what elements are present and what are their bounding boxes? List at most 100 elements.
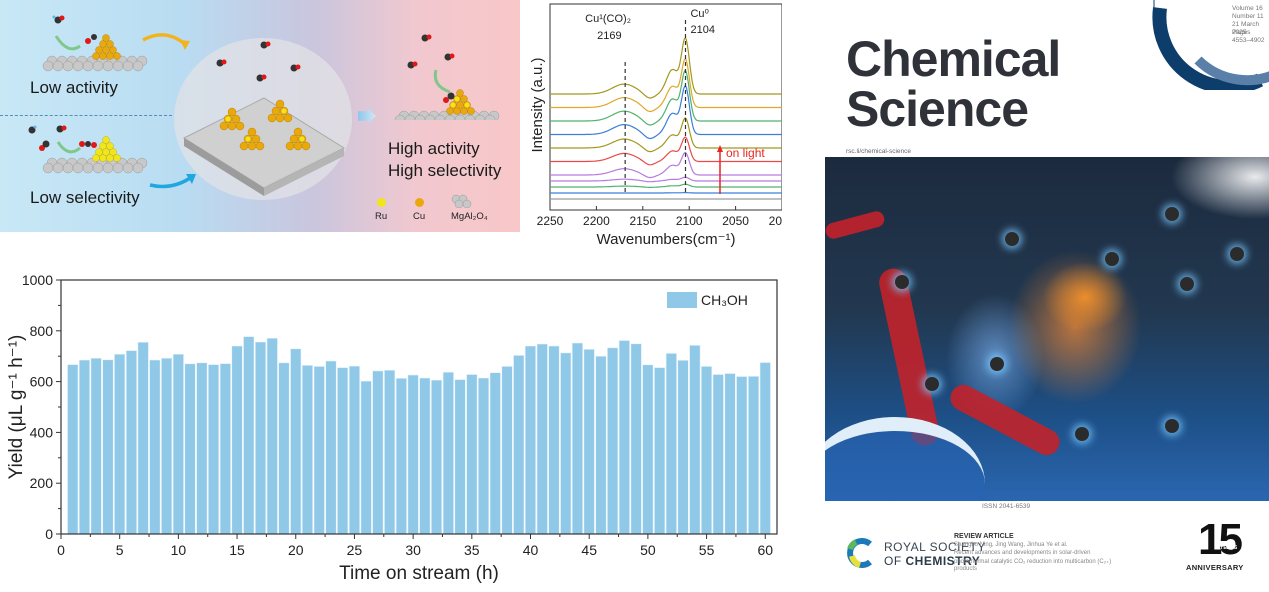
green-arrow-icon bbox=[58, 142, 80, 152]
bar bbox=[68, 365, 79, 534]
x-tick-label: 60 bbox=[757, 542, 773, 558]
bar bbox=[678, 360, 689, 534]
bar bbox=[220, 364, 231, 534]
cu-legend-label: Cu bbox=[413, 211, 425, 222]
catalyst-circle bbox=[174, 38, 352, 200]
y-axis-label: Intensity (a.u.) bbox=[529, 57, 546, 152]
dashed-divider bbox=[0, 115, 172, 116]
cover-number: Number 11 bbox=[1232, 13, 1264, 21]
bar bbox=[79, 360, 90, 534]
bar bbox=[244, 337, 255, 534]
review-authors: Shangbo Ning, Jing Wang, Jinhua Ye et al… bbox=[954, 542, 1068, 548]
bar bbox=[91, 358, 102, 534]
journal-cover: Volume 16 Number 11 21 March 2025 Pages … bbox=[820, 0, 1269, 587]
bar bbox=[631, 344, 642, 534]
bar bbox=[572, 343, 583, 534]
bar bbox=[666, 353, 677, 534]
bar bbox=[690, 345, 701, 534]
x-tick-label: 35 bbox=[464, 542, 480, 558]
anniversary-number: 15 bbox=[1198, 518, 1239, 562]
bar bbox=[396, 378, 407, 534]
ru-cluster-bottom-left bbox=[93, 137, 121, 162]
cover-artwork bbox=[825, 157, 1269, 501]
bar bbox=[654, 368, 665, 534]
red-ribbon bbox=[825, 210, 886, 241]
y-tick-label: 600 bbox=[30, 374, 54, 390]
y-tick-label: 400 bbox=[30, 424, 54, 440]
catalyst-surface bbox=[174, 38, 352, 200]
bar bbox=[713, 375, 724, 535]
bar bbox=[302, 365, 313, 534]
bar bbox=[431, 380, 442, 534]
bar bbox=[138, 342, 149, 534]
legend-label: CH₃OH bbox=[701, 292, 748, 308]
bar bbox=[643, 365, 654, 534]
x-axis-label: Wavenumbers(cm⁻¹) bbox=[596, 231, 735, 248]
bar bbox=[561, 353, 572, 534]
bar bbox=[525, 346, 536, 534]
ir-spectra-chart: 225022002150210020502000Wavenumbers(cm⁻¹… bbox=[520, 0, 782, 262]
x-tick-label: 20 bbox=[288, 542, 304, 558]
methanol-molecules-right bbox=[408, 35, 455, 69]
ru-legend-icon bbox=[377, 198, 386, 207]
x-tick-label: 10 bbox=[171, 542, 187, 558]
bar bbox=[478, 378, 489, 534]
review-title-line1: Recent advances and developments in sola… bbox=[954, 550, 1090, 556]
bar bbox=[349, 366, 360, 534]
support-legend-icon bbox=[450, 194, 472, 208]
green-arrow-icon bbox=[435, 70, 450, 92]
bar bbox=[150, 360, 161, 534]
review-title-line2: photothermal catalytic CO₂ reduction int… bbox=[954, 558, 1111, 565]
x-tick-label: 25 bbox=[347, 542, 363, 558]
anniversary-text: ANNIVERSARY bbox=[1186, 563, 1244, 572]
bar bbox=[314, 366, 325, 534]
molecule-icon bbox=[1165, 207, 1179, 221]
bar bbox=[619, 341, 630, 535]
bar bbox=[748, 376, 759, 534]
methane-molecule bbox=[29, 126, 37, 134]
bar bbox=[408, 375, 419, 534]
spectrum-line bbox=[550, 184, 782, 187]
review-heading: REVIEW ARTICLE bbox=[954, 533, 1014, 540]
bar bbox=[607, 348, 618, 534]
methanol-molecules bbox=[217, 42, 301, 82]
bar bbox=[337, 368, 348, 534]
spectrum-line bbox=[550, 59, 782, 112]
x-tick-label: 45 bbox=[581, 542, 597, 558]
y-tick-label: 1000 bbox=[22, 272, 53, 288]
spectrum-line bbox=[550, 177, 782, 181]
on-light-label: on light bbox=[726, 146, 765, 160]
bar bbox=[291, 349, 302, 534]
bar bbox=[537, 344, 548, 534]
cover-pages: Pages 4553–4902 bbox=[1232, 29, 1269, 45]
x-tick-label: 2100 bbox=[676, 214, 703, 228]
cu-legend-icon bbox=[415, 198, 424, 207]
bar bbox=[126, 351, 137, 534]
label-low-activity: Low activity bbox=[30, 78, 118, 98]
molecule-icon bbox=[1180, 277, 1194, 291]
bar bbox=[384, 370, 395, 534]
bar bbox=[701, 366, 712, 534]
bar bbox=[255, 342, 265, 534]
molecule-icon bbox=[1165, 419, 1179, 433]
methanol-molecule bbox=[53, 16, 65, 24]
label-low-selectivity: Low selectivity bbox=[30, 188, 140, 208]
scheme-right-graphics bbox=[380, 20, 520, 120]
bar bbox=[279, 363, 290, 534]
x-tick-label: 50 bbox=[640, 542, 656, 558]
bar bbox=[760, 363, 771, 535]
y-tick-label: 800 bbox=[30, 323, 54, 339]
bar bbox=[490, 373, 501, 534]
bar bbox=[373, 371, 384, 534]
review-title-line3: products bbox=[954, 566, 977, 572]
bar bbox=[161, 358, 172, 534]
bar bbox=[502, 366, 513, 534]
support-legend-label: MgAl₂O₄ bbox=[451, 211, 488, 222]
x-tick-label: 40 bbox=[523, 542, 539, 558]
cover-url: rsc.li/chemical-science bbox=[846, 148, 911, 155]
methanol-molecule-2 bbox=[57, 126, 67, 133]
cover-issn: ISSN 2041-6539 bbox=[982, 503, 1030, 510]
ocean-wave bbox=[825, 417, 985, 501]
x-tick-label: 30 bbox=[405, 542, 421, 558]
bar bbox=[208, 365, 219, 534]
